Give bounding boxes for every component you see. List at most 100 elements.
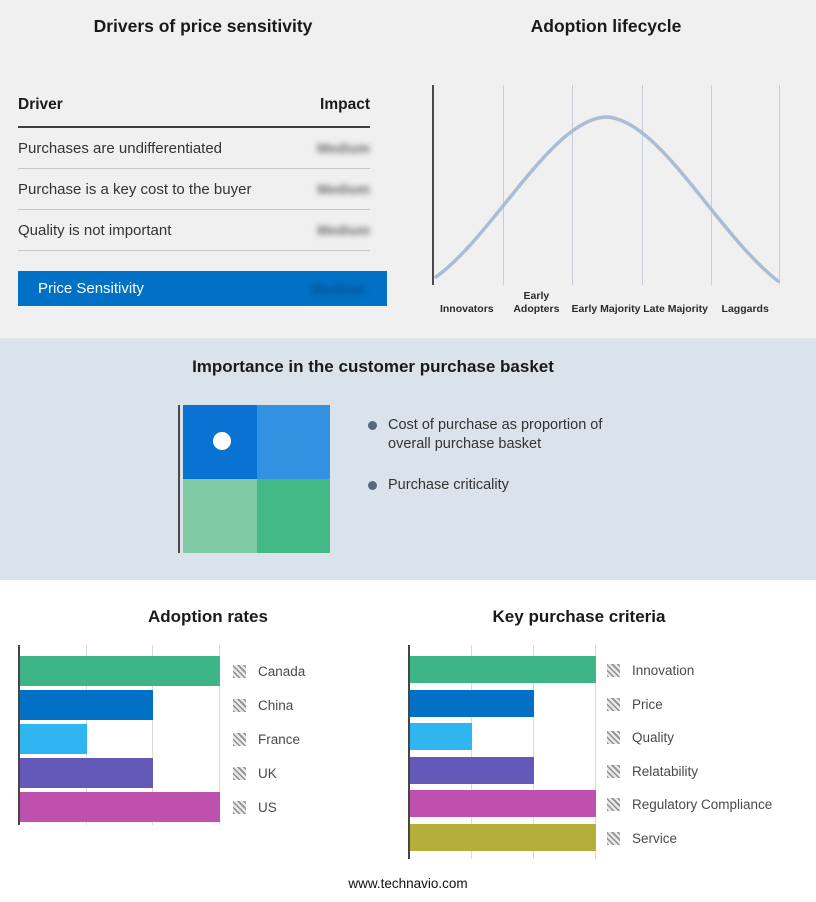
adoption-rates-title: Adoption rates bbox=[148, 607, 268, 626]
legend-item: Service bbox=[607, 822, 772, 856]
stage-label: Early Adopters bbox=[513, 290, 560, 315]
basket-bullets: Cost of purchase as proportion of overal… bbox=[368, 416, 658, 517]
legend-label: China bbox=[258, 697, 294, 713]
legend-item: Innovation bbox=[607, 654, 772, 688]
legend-item: UK bbox=[233, 756, 305, 790]
legend-item: Relatability bbox=[607, 755, 772, 789]
driver-text: Purchases are undifferentiated bbox=[18, 139, 223, 157]
legend-label: Relatability bbox=[632, 763, 699, 779]
hatched-swatch-icon bbox=[233, 698, 246, 712]
key-purchase-criteria-plot bbox=[408, 645, 596, 859]
stage-label: Innovators bbox=[439, 302, 494, 315]
bullet-item: Cost of purchase as proportion of overal… bbox=[368, 416, 658, 454]
legend-item: France bbox=[233, 722, 305, 756]
impact-value-redacted: Medium bbox=[317, 222, 370, 238]
hatched-swatch-icon bbox=[233, 664, 246, 678]
quadrant-axis-line bbox=[178, 405, 180, 553]
bar-france bbox=[20, 724, 87, 754]
hatched-swatch-icon bbox=[607, 798, 620, 812]
position-marker-dot bbox=[213, 432, 231, 450]
legend-label: France bbox=[258, 731, 301, 747]
legend-label: Innovation bbox=[632, 663, 695, 679]
table-row: Purchase is a key cost to the buyer Medi… bbox=[18, 169, 370, 210]
drivers-panel-title: Drivers of price sensitivity bbox=[93, 16, 313, 36]
hatched-swatch-icon bbox=[607, 831, 620, 845]
hatched-swatch-icon bbox=[607, 664, 620, 678]
bar-china bbox=[20, 690, 154, 720]
quadrant-bottom-left bbox=[183, 479, 257, 553]
quadrant-top-right bbox=[256, 405, 330, 479]
top-band: Drivers of price sensitivity Adoption li… bbox=[0, 0, 816, 338]
bar-uk bbox=[20, 758, 154, 788]
legend-item: China bbox=[233, 688, 305, 722]
hatched-swatch-icon bbox=[233, 766, 246, 780]
key-purchase-criteria-title: Key purchase criteria bbox=[492, 607, 666, 626]
legend-label: US bbox=[258, 799, 277, 815]
col-impact: Impact bbox=[320, 96, 370, 113]
legend-label: UK bbox=[258, 765, 277, 781]
bell-curve bbox=[434, 115, 780, 283]
drivers-table: Driver Impact Purchases are undifferenti… bbox=[18, 92, 370, 251]
col-driver: Driver bbox=[18, 96, 63, 113]
legend-label: Price bbox=[632, 696, 663, 712]
bullet-text: Purchase criticality bbox=[388, 477, 509, 494]
gridline bbox=[595, 645, 596, 859]
driver-text: Purchase is a key cost to the buyer bbox=[18, 180, 252, 198]
bar-innovation bbox=[410, 656, 596, 683]
gridline bbox=[219, 645, 220, 825]
gridline bbox=[779, 85, 780, 285]
stage-label: Laggards bbox=[721, 302, 769, 315]
hatched-swatch-icon bbox=[233, 800, 246, 814]
bar-regulatory-compliance bbox=[410, 790, 596, 817]
legend-item: Canada bbox=[233, 654, 305, 688]
bullet-icon bbox=[368, 421, 377, 430]
legend-label: Service bbox=[632, 830, 678, 846]
adoption-rates-plot bbox=[18, 645, 220, 825]
driver-text: Quality is not important bbox=[18, 221, 172, 239]
hatched-swatch-icon bbox=[607, 764, 620, 778]
drivers-table-header: Driver Impact bbox=[18, 92, 370, 128]
stage-label: Early Majority bbox=[571, 302, 641, 315]
hatched-swatch-icon bbox=[607, 731, 620, 745]
legend-label: Canada bbox=[258, 663, 306, 679]
table-row: Quality is not important Medium bbox=[18, 210, 370, 251]
website-url: www.technavio.com bbox=[348, 876, 468, 891]
quadrant-matrix bbox=[183, 405, 330, 553]
price-sensitivity-row: Price Sensitivity Medium bbox=[18, 271, 387, 306]
basket-panel-title: Importance in the customer purchase bask… bbox=[192, 357, 554, 376]
gridline bbox=[532, 645, 534, 859]
impact-value-redacted: Medium bbox=[312, 280, 365, 297]
lifecycle-panel-title: Adoption lifecycle bbox=[530, 16, 682, 36]
legend-label: Quality bbox=[632, 730, 675, 746]
bullet-text: Cost of purchase as proportion of overal… bbox=[388, 417, 603, 453]
quadrant-bottom-right bbox=[256, 479, 330, 553]
gridline bbox=[710, 85, 712, 285]
legend-item: Price bbox=[607, 688, 772, 722]
legend-item: US bbox=[233, 790, 305, 824]
stage-label: Late Majority bbox=[643, 302, 708, 315]
gridline bbox=[641, 85, 643, 285]
hatched-swatch-icon bbox=[607, 697, 620, 711]
gridline bbox=[572, 85, 574, 285]
legend-item: Regulatory Compliance bbox=[607, 788, 772, 822]
purchase-basket-band: Importance in the customer purchase bask… bbox=[0, 338, 816, 580]
bar-relatability bbox=[410, 756, 534, 784]
quadrant-top-left bbox=[183, 405, 257, 479]
adoption-rates-legend: Canada China France UK US bbox=[233, 654, 305, 824]
lifecycle-stage-labels: Innovators Early Adopters Early Majority… bbox=[432, 289, 780, 315]
bullet-icon bbox=[368, 481, 377, 491]
bar-canada bbox=[20, 656, 220, 686]
impact-value-redacted: Medium bbox=[317, 181, 370, 197]
bullet-item: Purchase criticality bbox=[368, 476, 658, 495]
legend-label: Regulatory Compliance bbox=[632, 797, 773, 813]
legend-item: Quality bbox=[607, 721, 772, 755]
hatched-swatch-icon bbox=[233, 732, 246, 746]
gridline bbox=[470, 645, 472, 859]
table-row: Purchases are undifferentiated Medium bbox=[18, 128, 370, 169]
bar-price bbox=[410, 689, 534, 717]
gridline bbox=[152, 645, 154, 825]
adoption-lifecycle-chart bbox=[432, 85, 780, 285]
price-sensitivity-label: Price Sensitivity bbox=[38, 280, 144, 297]
bar-service bbox=[410, 823, 596, 851]
key-purchase-criteria-legend: Innovation Price Quality Relatability Regula… bbox=[607, 654, 772, 855]
